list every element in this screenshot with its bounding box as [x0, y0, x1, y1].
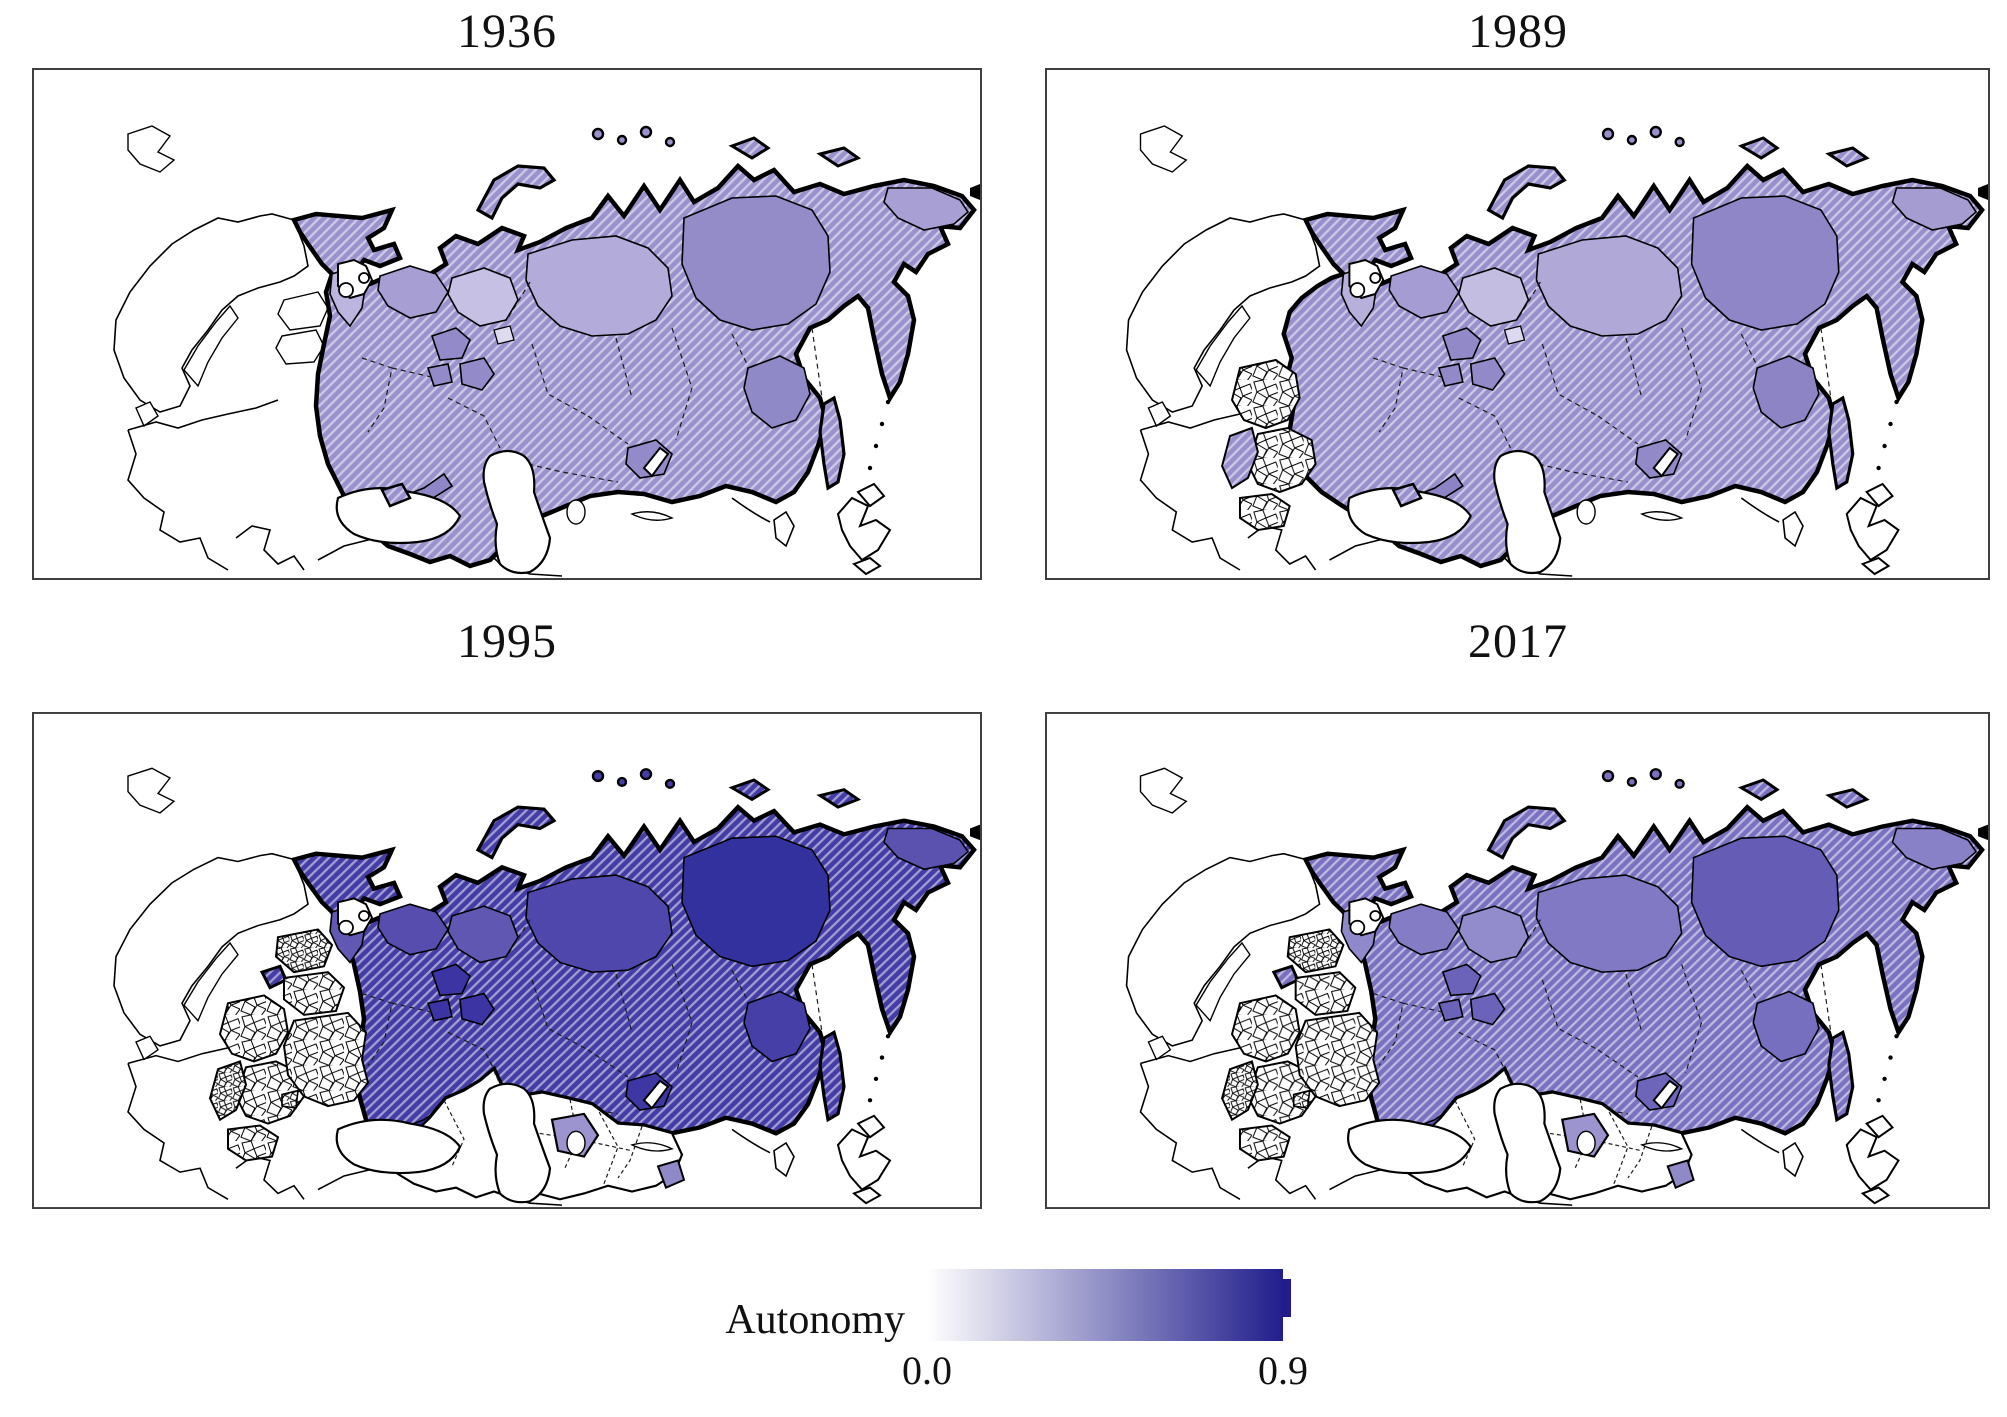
independent-baltic-states: [275, 291, 329, 365]
aral-sea: [1576, 1130, 1596, 1156]
alaska-fragment: [1978, 184, 1989, 200]
panel-title-2017: 2017: [1468, 615, 1568, 668]
seas-and-lakes: [1347, 258, 1684, 575]
autonomous-regions: [1340, 827, 1978, 1145]
map-svg-2017: [1045, 712, 1990, 1209]
crimea: [380, 482, 412, 508]
arctic-islands: [475, 768, 862, 1123]
lake-ladoga: [1349, 919, 1366, 936]
badakhshan-patch: [656, 1159, 686, 1189]
kuril-islands: [1876, 399, 1899, 471]
lake-ladoga: [338, 282, 354, 298]
alaska-fragment: [970, 824, 980, 841]
eastern-bloc-states: [1221, 358, 1317, 532]
crimea: [1391, 482, 1423, 508]
internal-dashed-borders: [1373, 281, 1832, 483]
lake-ladoga: [338, 919, 354, 936]
colorbar: Autonomy 0.0 0.9: [0, 1255, 2007, 1417]
autonomous-regions: [1340, 187, 1978, 514]
map-panel-1995: [32, 712, 982, 1209]
colorbar-tick-min: 0.0: [902, 1348, 952, 1393]
map-panel-2017: [1045, 712, 1990, 1209]
eastern-bloc-states: [208, 994, 306, 1162]
kuril-islands: [867, 1034, 891, 1103]
kuril-islands: [1876, 1034, 1899, 1103]
non-soviet-coastlines: [1125, 125, 1989, 577]
map-panel-1936: [32, 68, 982, 580]
eastern-bloc-states: [1221, 994, 1317, 1162]
map-panel-1989: [1045, 68, 1990, 580]
aral-sea: [566, 1130, 586, 1156]
kuril-islands: [867, 399, 891, 471]
arctic-islands: [1486, 125, 1870, 491]
colorbar-gradient: [927, 1269, 1291, 1341]
autonomous-regions: [329, 827, 970, 1145]
lake-onega: [358, 272, 370, 284]
panel-title-1995: 1995: [457, 615, 557, 668]
lake-onega: [358, 910, 370, 922]
non-soviet-coastlines: [1125, 767, 1989, 1206]
badakhshan-patch: [1666, 1159, 1695, 1189]
map-svg-1936: [32, 68, 982, 580]
colorbar-tick-max: 0.9: [1258, 1348, 1308, 1393]
lake-onega: [1369, 910, 1382, 922]
seas-and-lakes: [335, 897, 674, 1204]
lake-onega: [1369, 272, 1382, 284]
colorbar-end-notch: [1283, 1279, 1291, 1317]
arctic-islands: [1486, 768, 1870, 1123]
map-svg-1989: [1045, 68, 1990, 580]
colorbar-label: Autonomy: [725, 1297, 905, 1343]
alaska-fragment: [970, 184, 980, 200]
map-svg-1995: [32, 712, 982, 1209]
seas-and-lakes: [1347, 897, 1684, 1204]
aral-sea: [566, 499, 586, 525]
arctic-islands: [475, 125, 862, 491]
aral-sea: [1576, 499, 1596, 525]
panel-title-1989: 1989: [1468, 5, 1568, 58]
lake-ladoga: [1349, 282, 1366, 298]
alaska-fragment: [1978, 824, 1989, 841]
seas-and-lakes: [335, 258, 674, 575]
panel-title-1936: 1936: [457, 5, 557, 58]
